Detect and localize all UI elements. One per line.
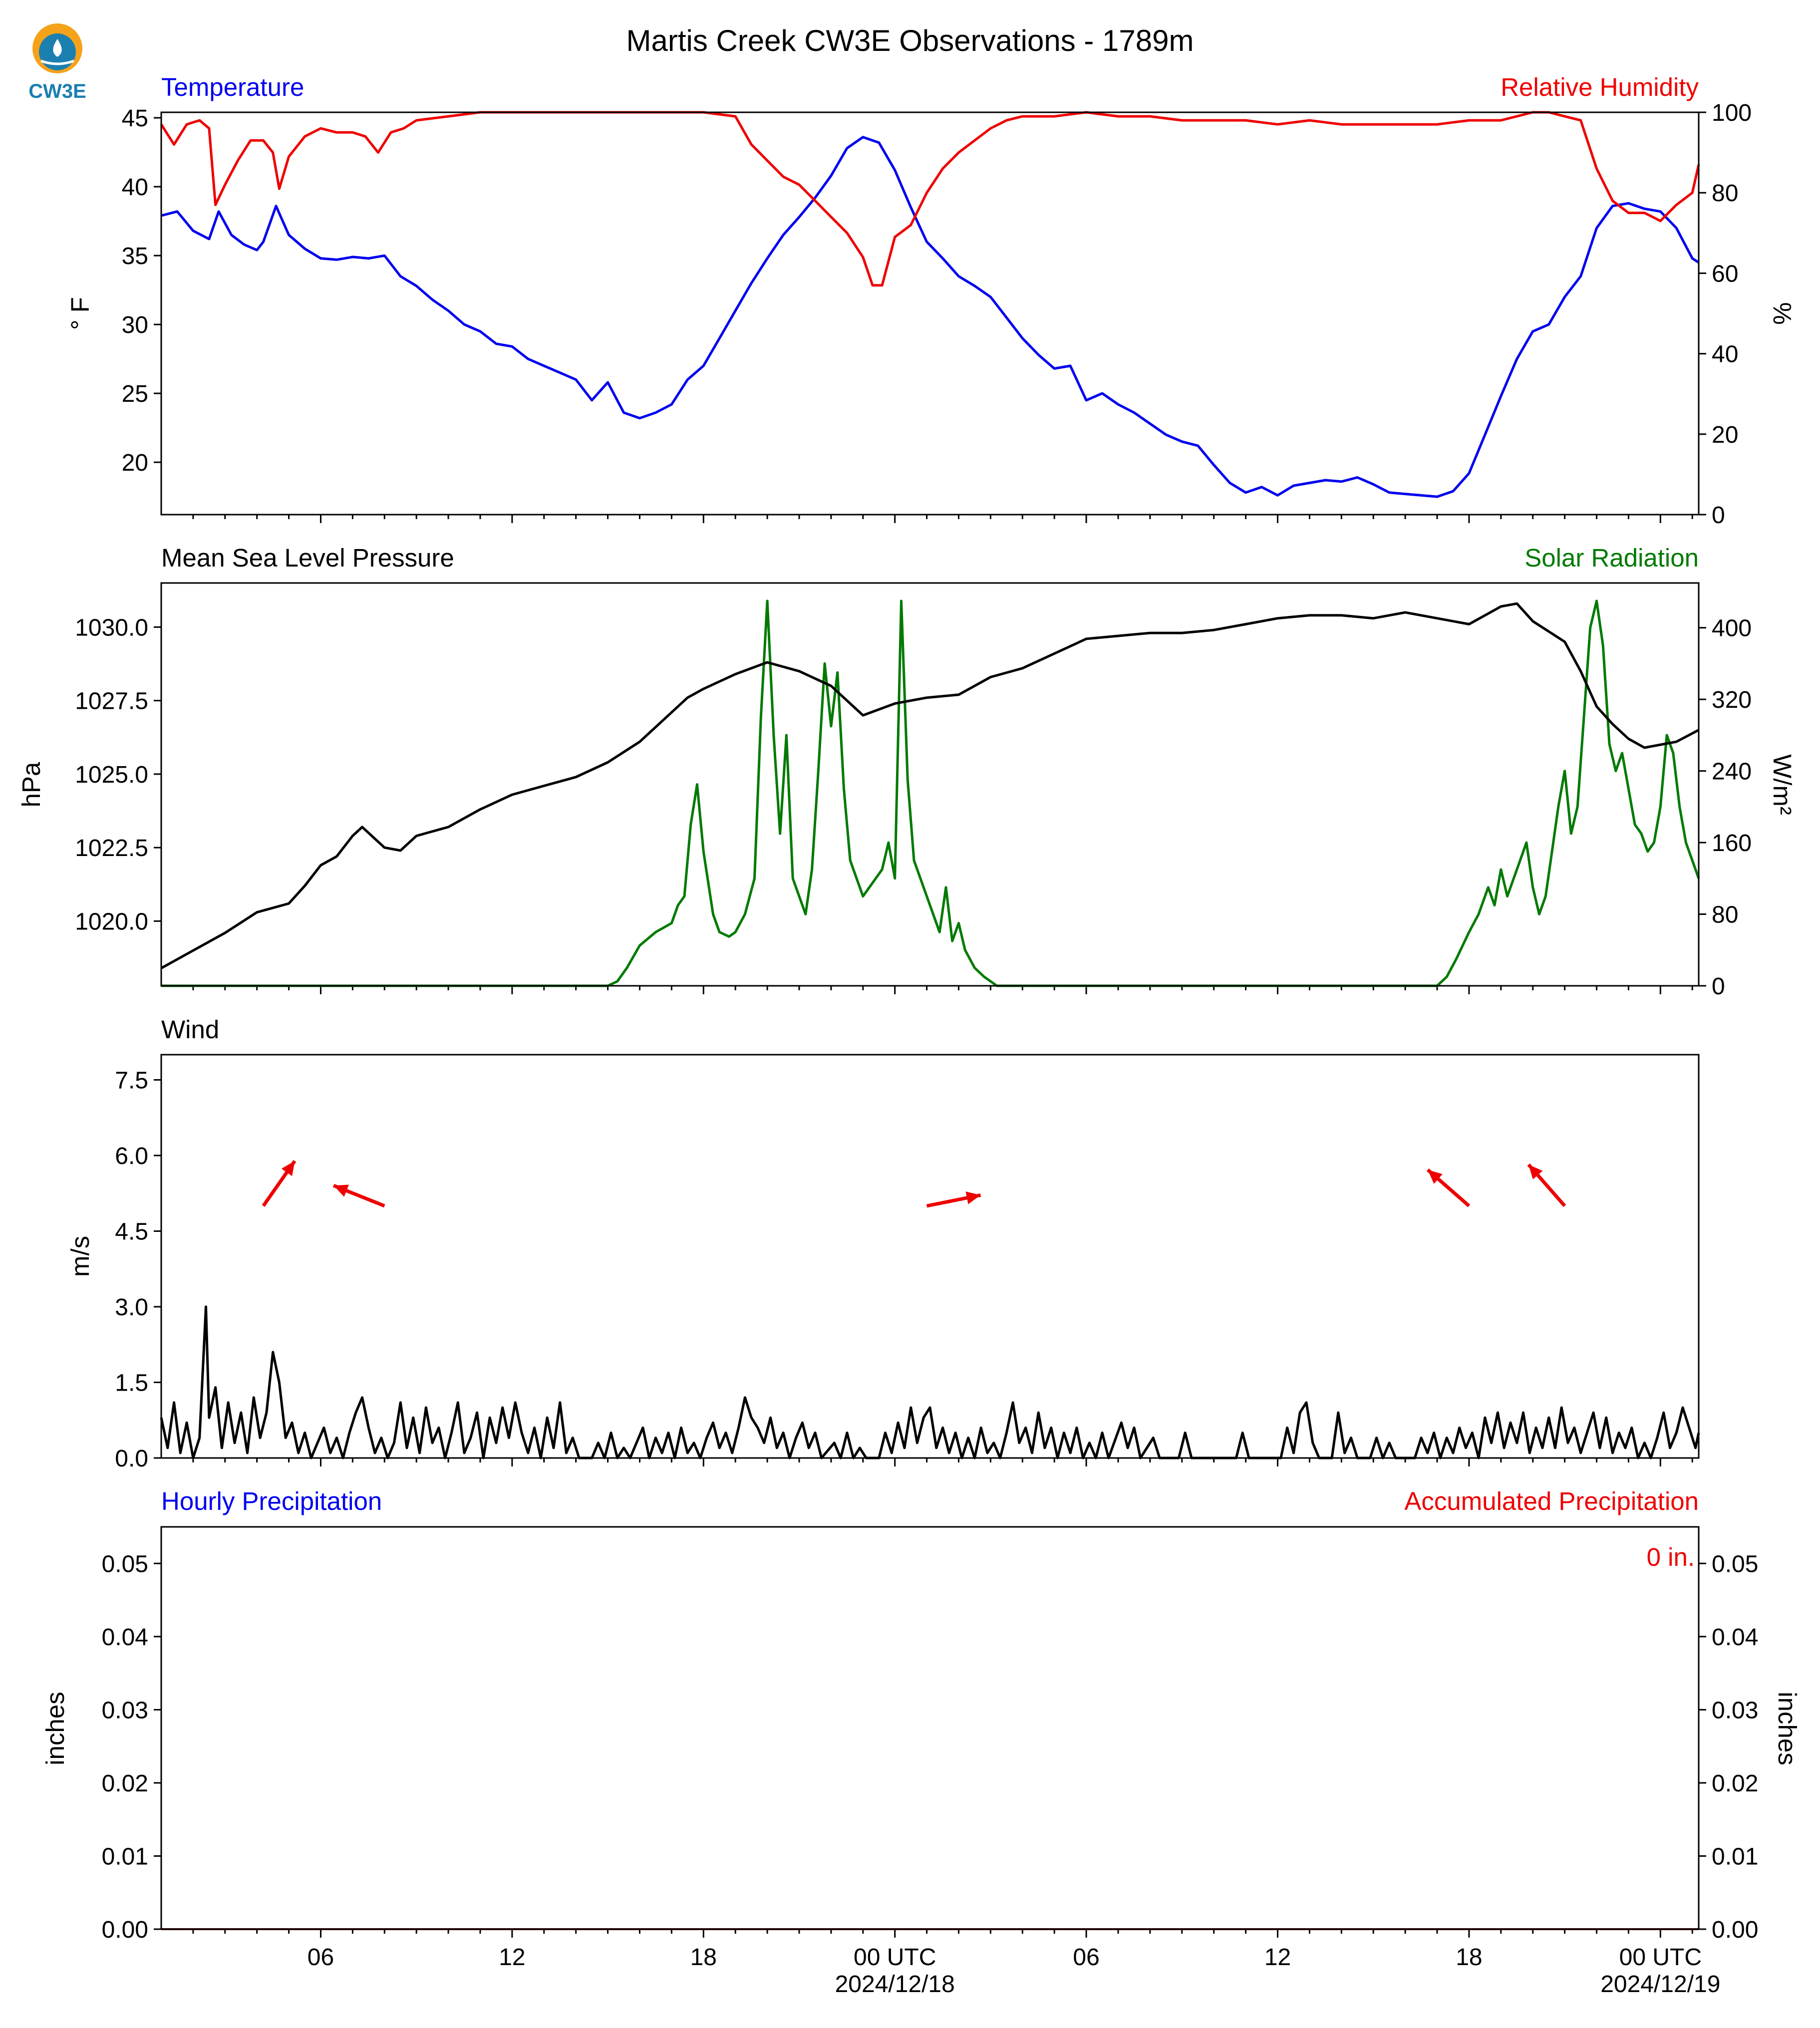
- y-tick-label: 0: [1712, 502, 1725, 529]
- temperature-ylabel: ° F: [66, 297, 94, 330]
- relative-humidity-title: Relative Humidity: [1501, 73, 1699, 101]
- y-tick-label: 20: [1712, 422, 1738, 448]
- panel-temp-rh: Temperature Relative Humidity ° F % 20 25…: [66, 73, 1797, 529]
- y-tick-label: 40: [122, 174, 148, 201]
- y-tick-label: 6.0: [115, 1143, 148, 1169]
- precip-left-ylabel: inches: [41, 1692, 69, 1765]
- hourly-precip-title: Hourly Precipitation: [161, 1487, 382, 1515]
- x-date-label: 2024/12/19: [1600, 1971, 1720, 1998]
- y-tick-label: 3.0: [115, 1294, 148, 1321]
- accumulated-precip-title: Accumulated Precipitation: [1404, 1487, 1699, 1515]
- y-tick-label: 40: [1712, 341, 1738, 368]
- pressure-ylabel: hPa: [17, 762, 45, 807]
- panel-wind: Wind m/s 0.0 1.5 3.0 4.5 6.0 7.5: [66, 1015, 1700, 1472]
- wind-direction-arrow: [262, 1159, 297, 1207]
- y-tick-label: 0.03: [1712, 1697, 1758, 1724]
- temperature-title: Temperature: [161, 73, 304, 101]
- y-tick-label: 45: [122, 105, 148, 132]
- y-tick-label: 4.5: [115, 1219, 148, 1245]
- solar-radiation-line: [161, 599, 1700, 987]
- pressure-solar-plot-frame: [160, 582, 1700, 987]
- precip-plot-frame: [160, 1526, 1700, 1930]
- panel-precipitation: Hourly Precipitation Accumulated Precipi…: [41, 1487, 1802, 1998]
- y-tick-label: 1030.0: [75, 614, 148, 641]
- x-date-label: 2024/12/18: [835, 1971, 955, 1998]
- wind-direction-arrow: [332, 1183, 385, 1208]
- wind-title: Wind: [161, 1015, 219, 1044]
- y-tick-label: 0.03: [102, 1697, 148, 1724]
- figure-title: Martis Creek CW3E Observations - 1789m: [626, 24, 1194, 57]
- temperature-line: [161, 136, 1700, 498]
- panel-pressure-solar: Mean Sea Level Pressure Solar Radiation …: [17, 544, 1797, 1000]
- y-tick-label: 0.04: [102, 1624, 148, 1651]
- x-tick-label: 06: [1073, 1944, 1099, 1971]
- y-tick-label: 20: [122, 450, 148, 476]
- x-tick-label: 12: [499, 1944, 525, 1971]
- y-tick-label: 25: [122, 381, 148, 407]
- y-tick-label: 0.04: [1712, 1624, 1758, 1651]
- accumulated-precip-value: 0 in.: [1647, 1543, 1695, 1571]
- y-tick-label: 100: [1712, 100, 1752, 126]
- y-tick-label: 30: [122, 312, 148, 338]
- y-tick-label: 160: [1712, 830, 1752, 857]
- x-tick-label: 12: [1264, 1944, 1291, 1971]
- y-tick-label: 0.02: [102, 1770, 148, 1797]
- logo-text: CW3E: [28, 80, 86, 102]
- temp-rh-plot-frame: [160, 111, 1700, 516]
- y-tick-label: 80: [1712, 180, 1738, 207]
- y-tick-label: 240: [1712, 759, 1752, 785]
- wind-speed-line: [160, 1305, 1700, 1459]
- y-tick-label: 35: [122, 243, 148, 270]
- y-tick-label: 0.01: [1712, 1843, 1758, 1870]
- y-tick-label: 0.05: [102, 1551, 148, 1577]
- y-tick-label: 0.01: [102, 1843, 148, 1870]
- y-tick-label: 320: [1712, 687, 1752, 713]
- solar-radiation-title: Solar Radiation: [1524, 544, 1699, 572]
- y-tick-label: 1025.0: [75, 762, 148, 788]
- cw3e-logo: CW3E: [28, 23, 86, 102]
- y-tick-label: 60: [1712, 261, 1738, 287]
- y-tick-label: 1020.0: [75, 908, 148, 935]
- y-tick-label: 0.00: [1712, 1917, 1758, 1943]
- x-tick-label: 00 UTC: [854, 1944, 936, 1971]
- y-tick-label: 7.5: [115, 1068, 148, 1094]
- x-tick-label: 18: [690, 1944, 717, 1971]
- y-tick-label: 1.5: [115, 1370, 148, 1397]
- wind-direction-arrow: [926, 1191, 981, 1208]
- wind-direction-arrow: [1426, 1168, 1471, 1207]
- rh-ylabel: %: [1768, 302, 1797, 324]
- y-tick-label: 0: [1712, 973, 1725, 1000]
- y-tick-label: 1027.5: [75, 688, 148, 715]
- pressure-line: [160, 602, 1700, 969]
- pressure-title: Mean Sea Level Pressure: [161, 544, 454, 572]
- x-tick-label: 00 UTC: [1619, 1944, 1702, 1971]
- wind-ylabel: m/s: [66, 1236, 94, 1277]
- y-tick-label: 0.05: [1712, 1551, 1758, 1577]
- relative-humidity-line: [160, 111, 1700, 287]
- y-tick-label: 0.02: [1712, 1770, 1758, 1797]
- y-tick-label: 0.00: [102, 1917, 148, 1943]
- wind-direction-arrow: [1527, 1163, 1566, 1207]
- y-tick-label: 0.0: [115, 1446, 148, 1472]
- logo-drop-icon: [53, 39, 62, 57]
- x-tick-label: 18: [1456, 1944, 1482, 1971]
- x-tick-label: 06: [307, 1944, 334, 1971]
- solar-ylabel: W/m²: [1768, 754, 1797, 815]
- y-tick-label: 1022.5: [75, 835, 148, 862]
- precip-right-ylabel: inches: [1773, 1692, 1802, 1765]
- y-tick-label: 400: [1712, 615, 1752, 642]
- y-tick-label: 80: [1712, 902, 1738, 928]
- wind-plot-frame: [160, 1054, 1700, 1459]
